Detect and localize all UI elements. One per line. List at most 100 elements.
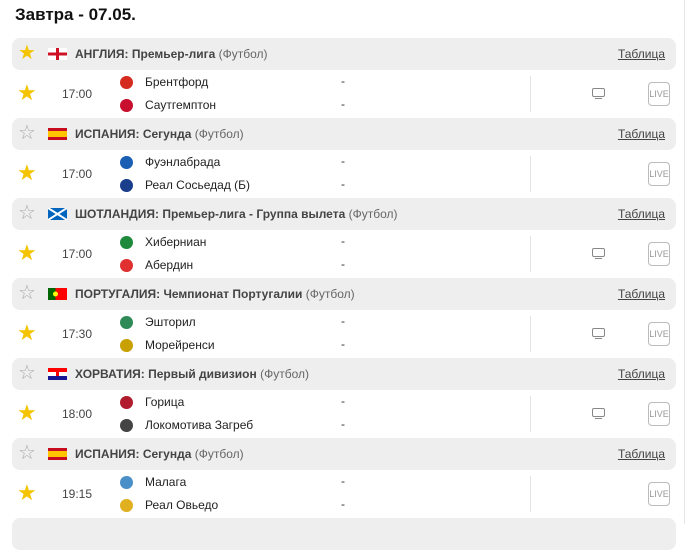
home-team: Брентфорд	[120, 74, 208, 90]
away-score: -	[341, 417, 345, 431]
tv-icon[interactable]	[592, 408, 605, 419]
standings-link[interactable]: Таблица	[617, 207, 665, 221]
page-title: Завтра - 07.05.	[15, 5, 136, 24]
league-name[interactable]: ШОТЛАНДИЯ: Премьер-лига - Группа вылета …	[75, 207, 398, 221]
match-time: 17:00	[62, 247, 93, 261]
home-team: Фуэнлабрада	[120, 154, 220, 170]
live-button[interactable]: LIVE	[648, 482, 670, 506]
england-flag-icon	[48, 48, 67, 60]
divider	[530, 76, 531, 112]
home-score: -	[341, 394, 345, 408]
league-header: ☆ ХОРВАТИЯ: Первый дивизион (Футбол) Таб…	[12, 358, 676, 390]
away-team: Локомотива Загреб	[120, 417, 253, 433]
match-row[interactable]: ★ 18:00 Горица Локомотива Загреб - - LIV…	[12, 390, 676, 438]
favorite-star-icon[interactable]: ★	[17, 160, 37, 185]
favorite-star-icon[interactable]: ★	[17, 80, 37, 105]
standings-link[interactable]: Таблица	[617, 127, 665, 141]
match-list: ★ АНГЛИЯ: Премьер-лига (Футбол) Таблица …	[12, 38, 676, 550]
away-team: Морейренси	[120, 337, 215, 353]
spain-flag-icon	[48, 448, 67, 460]
match-time: 17:00	[62, 87, 93, 101]
team-logo-icon	[120, 75, 133, 89]
divider	[530, 396, 531, 432]
scotland-flag-icon	[48, 208, 67, 220]
match-row[interactable]: ★ 19:15 Малага Реал Овьедо - - LIVE	[12, 470, 676, 518]
home-score: -	[341, 74, 345, 88]
live-button[interactable]: LIVE	[648, 322, 670, 346]
portugal-flag-icon	[48, 288, 67, 300]
team-logo-icon	[120, 338, 133, 352]
team-logo-icon	[120, 178, 133, 192]
team-logo-icon	[120, 418, 133, 432]
away-score: -	[341, 337, 345, 351]
away-score: -	[341, 257, 345, 271]
divider	[530, 156, 531, 192]
team-logo-icon	[120, 235, 133, 249]
team-logo-icon	[120, 98, 133, 112]
favorite-star-icon[interactable]: ★	[17, 320, 37, 345]
match-time: 18:00	[62, 407, 93, 421]
divider	[530, 476, 531, 512]
favorite-star-icon[interactable]: ★	[17, 240, 37, 265]
match-row[interactable]: ★ 17:00 Фуэнлабрада Реал Сосьедад (Б) - …	[12, 150, 676, 198]
team-logo-icon	[120, 395, 133, 409]
team-logo-icon	[120, 315, 133, 329]
league-name[interactable]: ХОРВАТИЯ: Первый дивизион (Футбол)	[75, 367, 309, 381]
away-score: -	[341, 97, 345, 111]
match-time: 17:00	[62, 167, 93, 181]
team-logo-icon	[120, 475, 133, 489]
live-button[interactable]: LIVE	[648, 82, 670, 106]
league-header: ☆ ИСПАНИЯ: Сегунда (Футбол) Таблица	[12, 438, 676, 470]
favorite-star-icon[interactable]: ☆	[18, 282, 36, 304]
away-team: Абердин	[120, 257, 193, 273]
tv-icon[interactable]	[592, 328, 605, 339]
away-score: -	[341, 177, 345, 191]
league-header: ★ АНГЛИЯ: Премьер-лига (Футбол) Таблица	[12, 38, 676, 70]
favorite-star-icon[interactable]: ☆	[18, 202, 36, 224]
home-team: Хиберниан	[120, 234, 206, 250]
league-name[interactable]: АНГЛИЯ: Премьер-лига (Футбол)	[75, 47, 268, 61]
team-logo-icon	[120, 258, 133, 272]
favorite-star-icon[interactable]: ★	[17, 400, 37, 425]
standings-link[interactable]: Таблица	[617, 47, 665, 61]
divider	[530, 236, 531, 272]
live-button[interactable]: LIVE	[648, 162, 670, 186]
league-header: ☆ ШОТЛАНДИЯ: Премьер-лига - Группа вылет…	[12, 198, 676, 230]
match-time: 17:30	[62, 327, 93, 341]
live-button[interactable]: LIVE	[648, 402, 670, 426]
tv-icon[interactable]	[592, 248, 605, 259]
league-header	[12, 518, 676, 550]
team-logo-icon	[120, 155, 133, 169]
divider	[530, 316, 531, 352]
home-score: -	[341, 474, 345, 488]
home-score: -	[341, 154, 345, 168]
league-header: ☆ ПОРТУГАЛИЯ: Чемпионат Португалии (Футб…	[12, 278, 676, 310]
match-row[interactable]: ★ 17:30 Эшторил Морейренси - - LIVE	[12, 310, 676, 358]
home-team: Эшторил	[120, 314, 196, 330]
tv-icon[interactable]	[592, 88, 605, 99]
away-team: Реал Овьедо	[120, 497, 218, 513]
favorite-star-icon[interactable]: ☆	[18, 122, 36, 144]
spain-flag-icon	[48, 128, 67, 140]
league-name[interactable]: ИСПАНИЯ: Сегунда (Футбол)	[75, 127, 244, 141]
away-score: -	[341, 497, 345, 511]
league-name[interactable]: ПОРТУГАЛИЯ: Чемпионат Португалии (Футбол…	[75, 287, 355, 301]
favorite-star-icon[interactable]: ★	[17, 480, 37, 505]
league-header: ☆ ИСПАНИЯ: Сегунда (Футбол) Таблица	[12, 118, 676, 150]
favorite-star-icon[interactable]: ★	[18, 42, 36, 64]
match-row[interactable]: ★ 17:00 Брентфорд Саутгемптон - - LIVE	[12, 70, 676, 118]
standings-link[interactable]: Таблица	[617, 447, 665, 461]
standings-link[interactable]: Таблица	[617, 367, 665, 381]
scrollbar[interactable]	[684, 0, 688, 524]
standings-link[interactable]: Таблица	[617, 287, 665, 301]
team-logo-icon	[120, 498, 133, 512]
favorite-star-icon[interactable]: ☆	[18, 442, 36, 464]
favorite-star-icon[interactable]: ☆	[18, 362, 36, 384]
croatia-flag-icon	[48, 368, 67, 380]
home-score: -	[341, 234, 345, 248]
away-team: Саутгемптон	[120, 97, 216, 113]
live-button[interactable]: LIVE	[648, 242, 670, 266]
match-row[interactable]: ★ 17:00 Хиберниан Абердин - - LIVE	[12, 230, 676, 278]
league-name[interactable]: ИСПАНИЯ: Сегунда (Футбол)	[75, 447, 244, 461]
home-score: -	[341, 314, 345, 328]
